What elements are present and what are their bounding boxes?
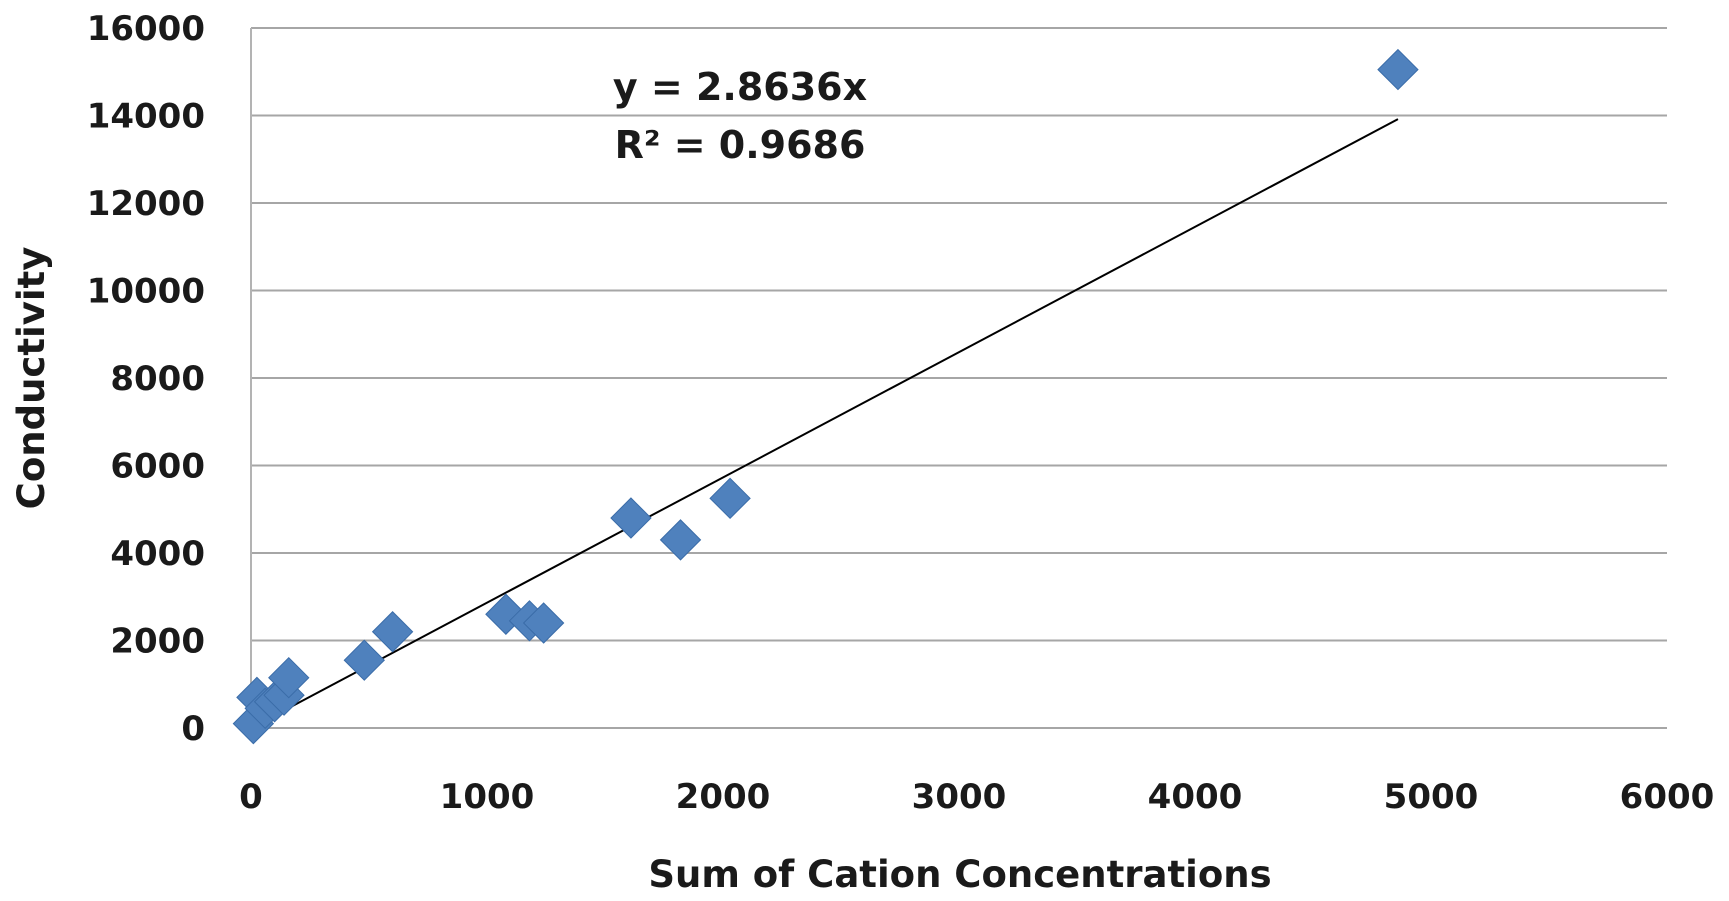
x-tick-label: 1000 (440, 777, 535, 817)
data-point (522, 602, 565, 644)
linear-trendline (259, 118, 1399, 724)
data-point (610, 497, 652, 539)
y-axis-title: Conductivity (10, 247, 53, 510)
y-tick-label: 6000 (110, 447, 205, 487)
y-tick-label: 10000 (87, 272, 205, 312)
y-axis-tick-labels: 0 2000 4000 6000 8000 10000 12000 14000 16000 (87, 9, 205, 749)
y-tick-label: 12000 (87, 184, 205, 224)
y-tick-label: 16000 (87, 9, 205, 49)
x-tick-label: 0 (239, 777, 263, 817)
data-point (371, 611, 414, 653)
x-tick-label: 6000 (1620, 777, 1715, 817)
data-point (709, 477, 751, 520)
y-tick-label: 0 (181, 709, 205, 749)
y-tick-label: 2000 (110, 622, 205, 662)
gridlines (251, 27, 1667, 729)
y-tick-label: 8000 (110, 359, 205, 399)
x-tick-label: 3000 (912, 777, 1007, 817)
x-tick-label: 2000 (676, 777, 771, 817)
y-tick-label: 4000 (110, 534, 205, 574)
data-point (268, 656, 310, 699)
y-tick-label: 14000 (87, 97, 205, 137)
data-point (343, 639, 385, 681)
x-axis-tick-labels: 0 1000 2000 3000 4000 5000 6000 (239, 777, 1714, 817)
x-axis-title: Sum of Cation Concentrations (648, 853, 1271, 896)
x-tick-label: 5000 (1384, 777, 1479, 817)
r-squared-label: R² = 0.9686 (615, 123, 866, 167)
data-point (659, 519, 702, 561)
trendline-equation-label: y = 2.8636x (613, 65, 867, 109)
data-points (232, 48, 1419, 745)
data-point (1377, 48, 1419, 91)
x-tick-label: 4000 (1148, 777, 1243, 817)
